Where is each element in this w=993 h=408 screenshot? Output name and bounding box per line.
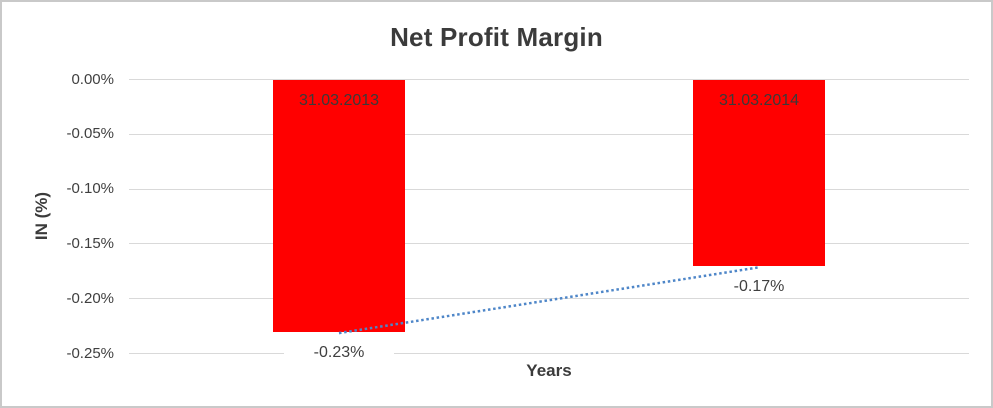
bar-value-label: -0.23% [284,342,394,362]
gridline--0.20% [129,298,969,300]
gridline-0.00% [129,79,969,80]
bar-31.03.2013: 31.03.2013 [273,79,405,332]
x-axis-title: Years [526,361,572,380]
chart-title: Net Profit Margin [390,22,603,52]
y-tick-label: -0.05% [66,125,114,143]
y-tick-label: -0.20% [66,289,114,307]
y-axis-title: IN (%) [32,191,51,241]
y-tick-label: -0.25% [66,344,114,362]
y-tick-label: -0.15% [66,234,114,252]
gridline--0.10% [129,188,969,190]
bar-value-label: -0.17% [704,276,814,296]
gridline--0.05% [129,133,969,135]
bar-31.03.2014: 31.03.2014 [693,79,825,266]
bar-category-label: 31.03.2013 [298,91,380,109]
gridline--0.25% [129,353,969,354]
gridline--0.15% [129,243,969,245]
bar-category-label: 31.03.2014 [718,91,800,109]
y-tick-label: 0.00% [71,70,114,88]
y-tick-label: -0.10% [66,180,114,198]
